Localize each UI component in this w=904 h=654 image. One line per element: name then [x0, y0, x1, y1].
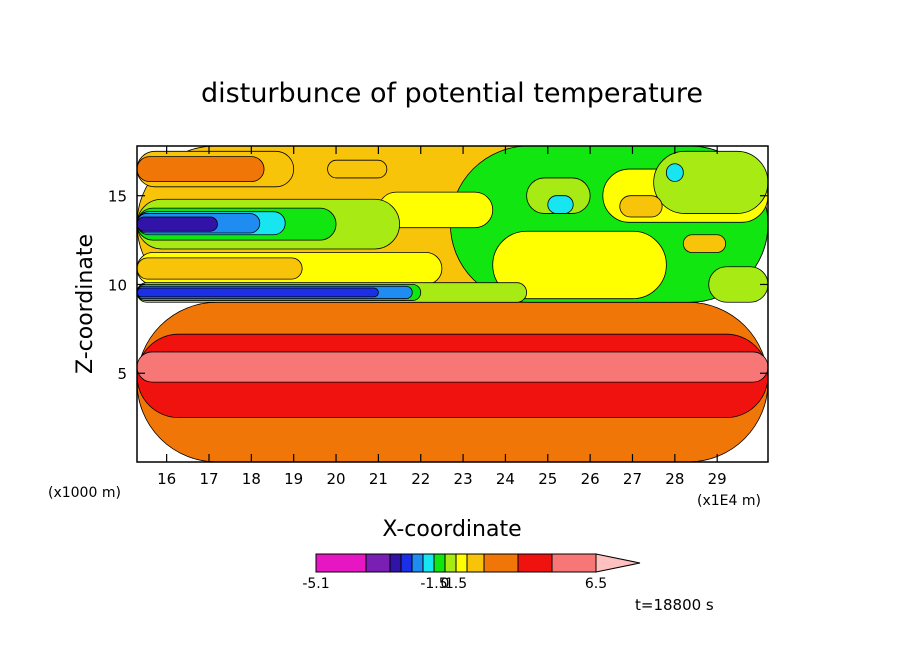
x-units-left: (x1000 m) [48, 485, 121, 501]
colorbar-swatch [433, 553, 446, 573]
contour-region [665, 163, 684, 182]
x-tick-label: 29 [708, 470, 727, 488]
contour-region [137, 216, 218, 232]
x-tick-label: 25 [538, 470, 557, 488]
colorbar-swatch [551, 553, 597, 573]
colorbar-label: 0 [441, 576, 450, 592]
colorbar-swatch [444, 553, 457, 573]
colorbar-swatch [389, 553, 402, 573]
colorbar-label: -1.5 [420, 576, 447, 592]
x-tick-label: 19 [284, 470, 303, 488]
contour-region [137, 287, 379, 298]
contour-region [547, 195, 574, 214]
colorbar-swatch [411, 553, 424, 573]
colorbar-label: 6.5 [585, 576, 607, 592]
time-label: t=18800 s [635, 596, 714, 614]
contour-region [492, 230, 667, 300]
x-tick-label: 23 [454, 470, 473, 488]
y-tick-label: 15 [108, 188, 127, 206]
x-tick-label: 20 [326, 470, 345, 488]
x-tick-label: 21 [369, 470, 388, 488]
x-tick-label: 27 [623, 470, 642, 488]
colorbar-swatch [466, 553, 485, 573]
x-tick-label: 28 [665, 470, 684, 488]
colorbar-swatch [517, 553, 553, 573]
colorbar-swatch [483, 553, 519, 573]
colorbar-label: -5.1 [302, 576, 329, 592]
contour-region [708, 266, 768, 303]
x-axis-label: X-coordinate [382, 517, 521, 542]
x-units-right: (x1E4 m) [697, 493, 761, 509]
x-tick-label: 24 [496, 470, 515, 488]
contour-region [137, 351, 768, 383]
axes: 16 17 18 19 20 21 22 23 24 25 26 27 28 29 5 10 15 [108, 145, 769, 488]
colorbar-swatch [365, 553, 391, 573]
plot-area [137, 146, 768, 462]
x-tick-label: 22 [411, 470, 430, 488]
colorbar-label: 1.5 [445, 576, 467, 592]
colorbar-extend [595, 553, 641, 573]
colorbar-swatch [422, 553, 435, 573]
colorbar-swatch [400, 553, 413, 573]
plot-frame [136, 145, 769, 463]
x-tick-label: 16 [157, 470, 176, 488]
x-tick-label: 17 [199, 470, 218, 488]
contour-region [653, 150, 768, 214]
contour-region [137, 156, 265, 182]
contour-region [137, 257, 303, 280]
x-tick-label: 26 [581, 470, 600, 488]
chart-title: disturbunce of potential temperature [201, 78, 703, 109]
contour-region [327, 159, 388, 179]
y-axis-label: Z-coordinate [73, 234, 98, 374]
contour-region [619, 195, 663, 218]
x-tick-label: 18 [242, 470, 261, 488]
colorbar-swatch [455, 553, 468, 573]
contour-region [682, 234, 727, 253]
colorbar-swatch [315, 553, 367, 573]
y-tick-label: 5 [117, 365, 127, 383]
y-tick-label: 10 [108, 276, 127, 294]
colorbar: -5.1 -1.501.5 6.5 [302, 553, 641, 592]
